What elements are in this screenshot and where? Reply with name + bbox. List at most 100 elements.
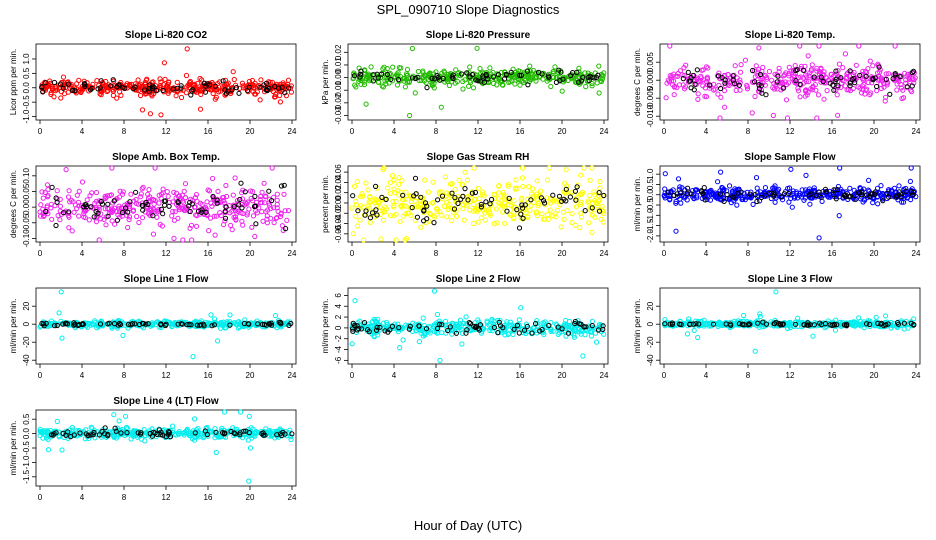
data-point [868,90,874,96]
data-point [382,328,388,334]
data-point [476,327,482,333]
data-point [694,195,700,201]
x-tick-label: 8 [122,127,127,136]
data-point [260,218,266,224]
data-point [490,74,497,80]
data-point [395,70,401,76]
data-point [288,89,294,95]
data-point [501,196,507,202]
data-point [54,322,60,329]
data-point [55,212,61,219]
data-point [45,187,51,193]
data-point [674,191,680,197]
data-point [546,165,552,171]
data-point [412,90,418,96]
data-point [88,432,94,438]
data-point [498,323,504,329]
series-main-points [39,46,294,118]
data-point [372,318,378,324]
data-point [162,322,169,329]
data-point [467,207,473,213]
x-tick-label: 12 [786,371,795,380]
data-point [850,72,857,78]
data-point [489,196,495,203]
data-point [597,185,603,191]
data-point [484,318,490,324]
data-point [855,84,861,90]
data-point [909,83,915,89]
data-point [753,175,760,181]
data-point [754,185,760,191]
data-point [173,190,180,196]
data-point [377,324,383,330]
data-point [165,81,171,88]
data-point [908,87,914,93]
data-point [45,194,51,200]
data-point [589,318,596,324]
data-point [539,329,545,335]
data-point [573,204,580,210]
data-point [578,199,584,205]
data-point [811,187,818,193]
data-point [412,198,418,204]
data-point [109,218,115,224]
data-point [566,318,573,325]
data-point [274,191,280,197]
data-point [874,88,880,94]
data-point [236,90,242,96]
data-point [204,431,210,438]
y-tick-label: -4 [334,345,343,353]
data-point [169,323,175,329]
data-point [272,94,278,100]
data-point [583,324,589,330]
data-point [589,212,596,218]
data-point [561,196,567,202]
data-point [525,196,531,202]
data-point [524,323,530,329]
x-tick-label: 4 [392,127,397,136]
y-tick-label: -0.5 [22,95,31,109]
data-point [721,195,727,201]
data-point [367,200,373,206]
data-point [373,183,379,189]
data-point [366,194,373,200]
data-point [445,327,451,334]
data-point [860,199,866,205]
x-tick-label: 12 [474,249,483,258]
data-point [63,432,69,438]
data-point [691,327,697,334]
data-point [792,321,799,327]
data-point [145,191,151,197]
outlier-point [431,288,438,294]
data-point [736,82,742,88]
data-point [501,76,508,82]
data-point [749,110,755,116]
data-point [112,221,118,227]
data-point [365,187,371,193]
data-point [434,311,440,318]
data-point [665,193,671,199]
data-point [877,67,883,73]
data-point [213,449,219,456]
x-tick-label: 0 [38,249,43,258]
data-point [444,214,450,220]
x-tick-label: 0 [350,249,355,258]
data-point [507,79,513,85]
data-point [146,187,152,193]
data-point [506,195,512,201]
data-point [517,82,523,88]
data-point [689,193,695,199]
data-point [669,320,676,326]
data-point [469,72,476,78]
x-tick-label: 20 [246,127,255,136]
x-tick-label: 12 [786,127,795,136]
data-point [175,200,181,206]
data-point [815,92,822,98]
data-point [147,207,154,213]
data-point [702,197,708,203]
outlier-point [773,289,779,295]
y-tick-label: -20 [22,336,31,348]
data-point [582,208,588,214]
data-point [277,213,284,220]
data-point [232,175,238,181]
